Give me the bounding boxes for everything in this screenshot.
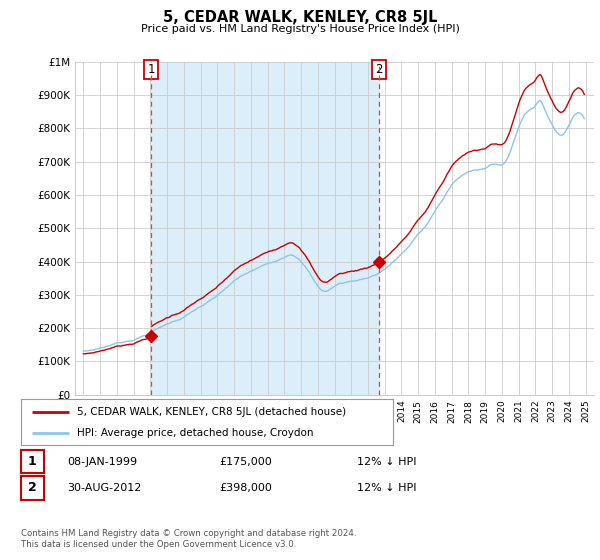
Text: 12% ↓ HPI: 12% ↓ HPI (357, 483, 416, 493)
Text: 08-JAN-1999: 08-JAN-1999 (67, 457, 137, 467)
Text: £398,000: £398,000 (219, 483, 272, 493)
Text: 5, CEDAR WALK, KENLEY, CR8 5JL (detached house): 5, CEDAR WALK, KENLEY, CR8 5JL (detached… (77, 407, 346, 417)
Text: 1: 1 (147, 63, 155, 76)
Text: Contains HM Land Registry data © Crown copyright and database right 2024.
This d: Contains HM Land Registry data © Crown c… (21, 529, 356, 549)
Text: 2: 2 (28, 481, 37, 494)
Text: 2: 2 (376, 63, 383, 76)
Text: HPI: Average price, detached house, Croydon: HPI: Average price, detached house, Croy… (77, 428, 313, 438)
Text: 12% ↓ HPI: 12% ↓ HPI (357, 457, 416, 467)
Text: 5, CEDAR WALK, KENLEY, CR8 5JL: 5, CEDAR WALK, KENLEY, CR8 5JL (163, 10, 437, 25)
Text: Price paid vs. HM Land Registry's House Price Index (HPI): Price paid vs. HM Land Registry's House … (140, 24, 460, 34)
Text: 30-AUG-2012: 30-AUG-2012 (67, 483, 142, 493)
Text: £175,000: £175,000 (219, 457, 272, 467)
Bar (151, 62, 379, 395)
Text: 1: 1 (28, 455, 37, 468)
